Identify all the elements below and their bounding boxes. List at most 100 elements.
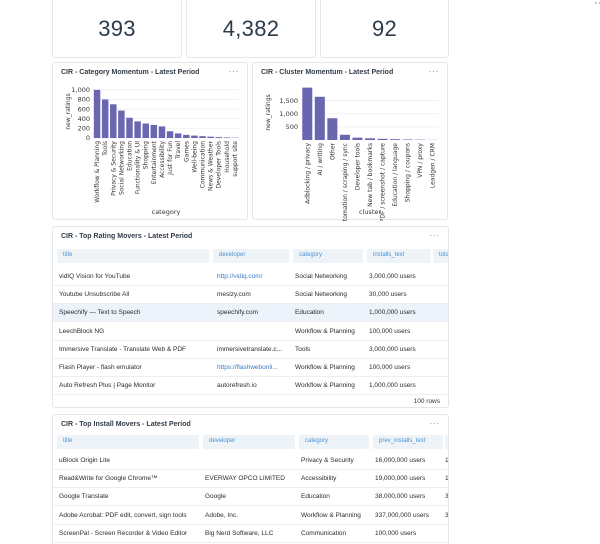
table-cell-developer: Big Nerd Software, LLC: [205, 529, 274, 537]
table-row[interactable]: vidIQ Vision for YouTube http://vidiq.com…: [53, 268, 448, 286]
column-header-title[interactable]: title: [57, 249, 209, 263]
column-header-prev-installs[interactable]: prev_installs_text: [373, 435, 443, 449]
bar[interactable]: [327, 118, 338, 140]
x-tick-label: PDF / screenshot / capture: [380, 143, 387, 221]
bar[interactable]: [314, 96, 325, 140]
table-cell-category: Workflow & Planning: [295, 364, 355, 371]
table-row[interactable]: LeechBlock NG Workflow & Planning 100,000 …: [53, 323, 448, 341]
x-tick-label: VPN / proxy: [417, 143, 424, 178]
x-tick-label: Education: [127, 141, 134, 171]
corner-menu-icon[interactable]: ∘∘: [594, 1, 600, 7]
column-header-category[interactable]: category: [293, 249, 363, 263]
bar[interactable]: [93, 89, 101, 138]
table-cell-installs: 1,000,000 users: [369, 309, 416, 317]
category-momentum-card: CIR - Category Momentum - Latest Period …: [52, 62, 248, 220]
x-tick-label: Workflow & Planning: [94, 141, 101, 203]
table-row[interactable]: Immersive Translate - Translate Web & PD…: [53, 341, 448, 359]
table-row[interactable]: Adobe Acrobat: PDF edit, convert, sign t…: [53, 507, 448, 525]
x-tick-label: Functionality & UI: [135, 141, 142, 194]
bar[interactable]: [215, 137, 222, 138]
x-tick-label: Entertainment: [151, 140, 158, 184]
bar[interactable]: [207, 136, 214, 138]
table-row[interactable]: Auto Refresh Plus | Page Monitor autorefr…: [53, 377, 448, 396]
table-cell-title: ScreenPal - Screen Recorder & Video Edit…: [59, 529, 188, 537]
table-row[interactable]: Flash Player - flash emulator https://fla…: [53, 359, 448, 377]
x-tick-label: Just for Fun: [167, 141, 174, 176]
x-tick-label: Automation / scraping / sync: [342, 143, 349, 221]
bar[interactable]: [352, 137, 363, 140]
bar[interactable]: [302, 87, 313, 140]
column-header-total[interactable]: total: [433, 249, 448, 263]
bar[interactable]: [166, 131, 174, 138]
y-axis-label: new_ratings: [265, 94, 272, 130]
table-cell-title: Adobe Acrobat: PDF edit, convert, sign t…: [59, 511, 187, 519]
column-header-developer[interactable]: developer: [213, 249, 289, 263]
table-cell-installs: 30,000 users: [369, 291, 407, 299]
x-axis-label: cluster: [359, 208, 381, 216]
card-menu-icon[interactable]: ···: [428, 66, 439, 76]
bar[interactable]: [118, 110, 125, 138]
table-row[interactable]: uBlock Origin Lite Privacy & Security 16,0…: [53, 452, 448, 470]
x-tick-label: Developer Tools: [216, 141, 223, 189]
row-count: 100 rows: [413, 398, 440, 405]
x-tick-label: Travel: [175, 141, 182, 160]
bar[interactable]: [174, 133, 182, 138]
bar[interactable]: [390, 139, 401, 140]
bar[interactable]: [377, 138, 388, 140]
column-header-category[interactable]: category: [299, 435, 369, 449]
bar[interactable]: [402, 139, 413, 140]
table-cell-developer: speechify.com: [217, 309, 259, 317]
table-row[interactable]: Speechify — Text to Speech speechify.com E…: [53, 304, 448, 323]
bar[interactable]: [110, 104, 117, 138]
table-cell-title: Read&Write for Google Chrome™: [59, 475, 158, 483]
bar[interactable]: [364, 138, 376, 140]
column-header-installs[interactable]: installs_text: [367, 249, 431, 263]
bar[interactable]: [191, 135, 198, 138]
card-menu-icon[interactable]: ···: [228, 66, 239, 76]
bar[interactable]: [199, 136, 206, 138]
table-cell-prev-installs: 337,000,000 users: [375, 511, 429, 519]
x-tick-label: Shopping / coupons: [405, 143, 412, 202]
table-cell-installs: 100,000 users: [369, 327, 411, 335]
card-title: CIR - Category Momentum - Latest Period: [61, 69, 200, 76]
kpi-card-1: 393: [52, 0, 182, 58]
table-row[interactable]: ScreenPal - Screen Recorder & Video Edit…: [53, 525, 448, 543]
bar[interactable]: [183, 134, 190, 138]
table-cell-title: uBlock Origin Lite: [59, 457, 110, 464]
table-cell-category: Social Networking: [295, 273, 348, 280]
card-menu-icon[interactable]: ···: [429, 418, 440, 428]
bar[interactable]: [101, 99, 109, 138]
bar[interactable]: [150, 124, 158, 138]
table-row[interactable]: Google Translate Google Education 38,000,00…: [53, 488, 448, 507]
x-tick-label: New tab / bookmarks: [367, 143, 374, 207]
bar[interactable]: [339, 134, 350, 140]
table-cell-title: Immersive Translate - Translate Web & PD…: [59, 345, 187, 353]
x-tick-label: Games: [183, 141, 190, 162]
table-cell-title: LeechBlock NG: [59, 327, 105, 335]
table-cell-prev-installs: 16,000,000 users: [375, 457, 426, 464]
bar[interactable]: [134, 121, 141, 138]
column-header-installs[interactable]: i: [445, 435, 448, 449]
x-tick-label: Privacy & Security: [110, 141, 117, 196]
y-tick-label: 200: [78, 125, 90, 133]
table-cell-title: Speechify — Text to Speech: [59, 309, 141, 317]
y-tick-label: 1,000: [279, 110, 298, 118]
card-menu-icon[interactable]: ···: [429, 230, 440, 240]
x-tick-label: Well-being: [191, 141, 198, 173]
column-header-title[interactable]: title: [57, 435, 199, 449]
x-tick-label: support site: [232, 141, 239, 177]
table-cell-developer: Google: [205, 493, 226, 501]
bar[interactable]: [142, 123, 149, 138]
x-tick-label: News & Weather: [208, 140, 215, 191]
table-row[interactable]: Read&Write for Google Chrome™ EVERWAY OPC…: [53, 470, 448, 489]
bar[interactable]: [158, 126, 166, 138]
table-cell-developer: meslzy.com: [217, 291, 251, 299]
table-cell-category: Education: [301, 493, 330, 501]
rating-movers-card: CIR - Top Rating Movers - Latest Period …: [52, 226, 449, 408]
table-cell-title: Youtube Unsubscribe All: [59, 291, 130, 299]
bar[interactable]: [223, 137, 231, 138]
table-row[interactable]: Youtube Unsubscribe All meslzy.com Social …: [53, 286, 448, 305]
table-cell-developer: Adobe, Inc.: [205, 511, 238, 519]
bar[interactable]: [126, 117, 133, 138]
column-header-developer[interactable]: developer: [203, 435, 295, 449]
